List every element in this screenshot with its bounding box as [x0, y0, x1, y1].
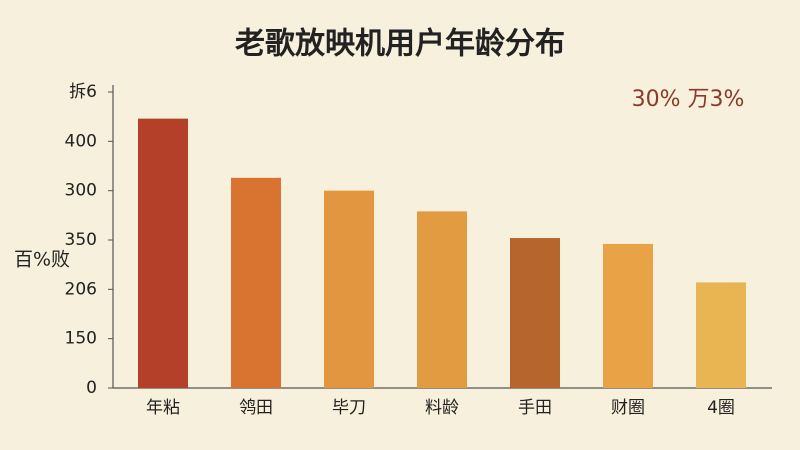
- y-tick-label: 300: [65, 181, 97, 201]
- bar: [417, 211, 467, 388]
- annotation: 30% 万3%: [632, 87, 745, 112]
- bar: [231, 177, 281, 388]
- bar: [603, 243, 653, 388]
- bar: [696, 282, 746, 388]
- chart-title: 老歌放映机用户年龄分布: [235, 27, 565, 62]
- x-tick-label: 财圈: [611, 398, 645, 418]
- y-tick-label: 拆6: [69, 82, 97, 102]
- bar: [510, 238, 560, 388]
- y-tick-label: 0: [86, 378, 97, 398]
- y-tick-label: 350: [65, 230, 97, 250]
- y-tick-label: 400: [65, 131, 97, 151]
- x-tick-label: 年粘: [146, 398, 180, 418]
- x-tick-label: 鸰田: [239, 398, 273, 418]
- bar: [324, 190, 374, 388]
- x-tick-label: 毕刀: [332, 398, 366, 418]
- y-tick-label: 150: [65, 329, 97, 349]
- x-tick-label: 手田: [518, 398, 552, 418]
- y-tick-label: 206: [65, 279, 97, 299]
- x-tick-label: 料龄: [425, 398, 459, 418]
- bar: [138, 118, 188, 388]
- x-tick-label: 4圈: [707, 398, 735, 418]
- y-axis-label: 百%败: [14, 249, 70, 271]
